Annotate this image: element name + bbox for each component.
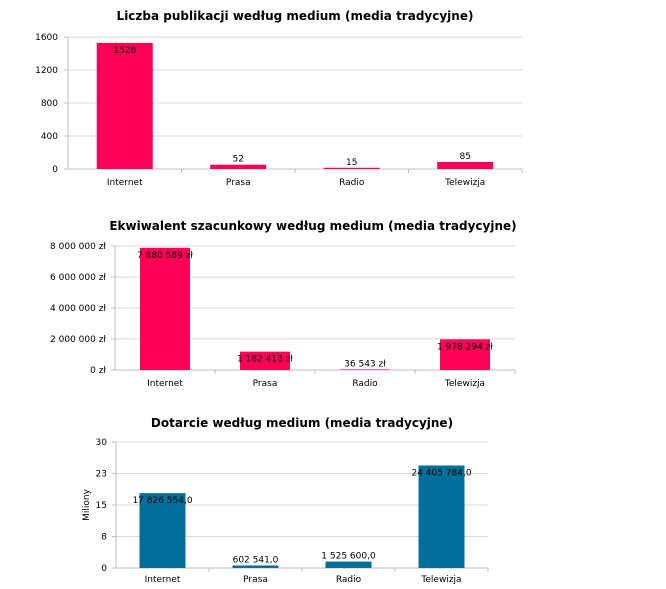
data-label: 1 978 294 zł: [437, 342, 493, 352]
y-tick-label: 1200: [35, 66, 58, 76]
y-tick-label: 800: [41, 99, 58, 109]
bar-prasa: [240, 351, 290, 370]
bar-telewizja: [418, 465, 465, 568]
y-tick-label: 30: [96, 438, 108, 448]
data-label: 7 880 589 zł: [137, 251, 193, 261]
data-label: 52: [233, 155, 244, 165]
x-category-label: Prasa: [253, 379, 278, 389]
y-tick-label: 15: [96, 501, 107, 511]
y-tick-label: 0 zł: [90, 366, 106, 376]
data-label: 1528: [113, 46, 136, 56]
y-tick-label: 6 000 000 zł: [50, 273, 106, 283]
chart-estimated-equivalent: Ekwiwalent szacunkowy według medium (med…: [0, 200, 666, 395]
x-category-label: Internet: [147, 379, 183, 389]
data-label: 15: [346, 158, 357, 168]
chart-title: Dotarcie według medium (media tradycyjne…: [151, 416, 453, 430]
y-tick-label: 0: [101, 564, 107, 574]
x-category-label: Internet: [107, 178, 143, 188]
x-category-label: Internet: [145, 575, 181, 585]
chart-svg: Dotarcie według medium (media tradycyjne…: [82, 416, 489, 585]
bar-internet: [139, 493, 186, 568]
x-category-label: Radio: [336, 575, 362, 585]
data-label: 1 525 600,0: [321, 552, 376, 562]
x-category-label: Telewizja: [420, 575, 461, 585]
y-tick-label: 8 000 000 zł: [50, 242, 106, 252]
chart-svg: Liczba publikacji według medium (media t…: [35, 9, 523, 188]
bar-internet: [96, 42, 153, 169]
bar-telewizja: [440, 339, 490, 370]
x-category-label: Telewizja: [444, 178, 485, 188]
data-label: 85: [460, 152, 471, 162]
y-tick-label: 4 000 000 zł: [50, 304, 106, 314]
data-label: 24 405 784,0: [411, 468, 471, 478]
x-category-label: Radio: [352, 379, 378, 389]
data-label: 602 541,0: [233, 555, 279, 565]
data-label: 17 826 554,0: [132, 496, 192, 506]
chart-svg: Ekwiwalent szacunkowy według medium (med…: [50, 219, 517, 389]
x-category-label: Prasa: [226, 178, 251, 188]
chart-publication-count: Liczba publikacji według medium (media t…: [0, 0, 666, 195]
y-tick-label: 0: [52, 165, 58, 175]
x-category-label: Radio: [339, 178, 365, 188]
y-axis-title: Miliony: [82, 488, 92, 520]
y-tick-label: 23: [96, 470, 107, 480]
bar-prasa: [210, 164, 267, 169]
x-category-label: Telewizja: [444, 379, 485, 389]
y-tick-label: 8: [101, 533, 107, 543]
bar-internet: [140, 247, 190, 370]
chart-title: Liczba publikacji według medium (media t…: [117, 9, 474, 23]
chart-title: Ekwiwalent szacunkowy według medium (med…: [109, 219, 516, 233]
y-tick-label: 2 000 000 zł: [50, 335, 106, 345]
chart-reach: Dotarcie według medium (media tradycyjne…: [0, 400, 666, 589]
bar-radio: [325, 561, 372, 568]
x-category-label: Prasa: [243, 575, 268, 585]
y-tick-label: 400: [41, 132, 58, 142]
data-label: 1 182 413 zł: [237, 355, 293, 365]
bar-radio: [340, 369, 390, 370]
data-label: 36 543 zł: [344, 359, 386, 369]
y-tick-label: 1600: [35, 33, 58, 43]
bar-telewizja: [437, 161, 494, 169]
bar-radio: [323, 167, 380, 169]
bar-prasa: [232, 565, 279, 568]
